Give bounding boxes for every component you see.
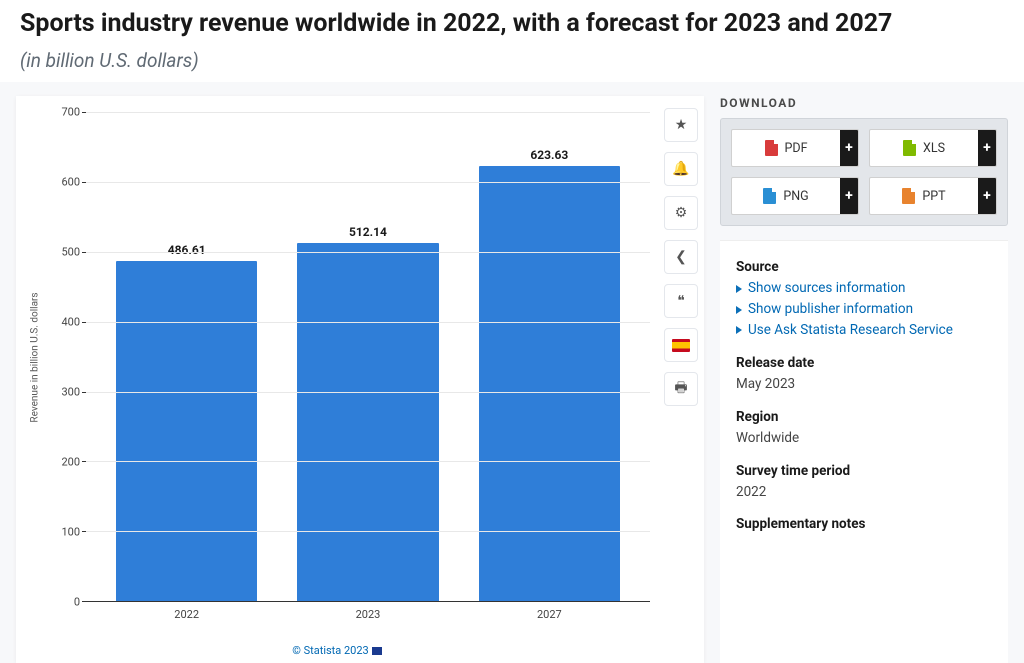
arrow-icon <box>736 306 742 314</box>
source-heading: Source <box>736 257 992 278</box>
header: Sports industry revenue worldwide in 202… <box>0 0 1024 82</box>
download-png-button[interactable]: PNG + <box>731 177 859 215</box>
survey-period-heading: Survey time period <box>736 461 992 482</box>
y-tick-label: 200 <box>61 456 80 469</box>
x-tick-label: 2023 <box>277 608 458 642</box>
plus-icon: + <box>840 178 858 214</box>
bar-value-label: 512.14 <box>349 225 387 239</box>
y-tick-label: 0 <box>74 596 80 609</box>
release-date-value: May 2023 <box>736 374 992 395</box>
source-link[interactable]: Show sources information <box>736 278 992 299</box>
download-ppt-button[interactable]: PPT + <box>869 177 997 215</box>
meta-panel: Source Show sources informationShow publ… <box>720 240 1008 663</box>
x-tick-label: 2022 <box>96 608 277 642</box>
sidebar: DOWNLOAD PDF + XLS + PNG + PPT + Source Show so… <box>720 96 1008 663</box>
file-png-icon <box>763 188 776 204</box>
es-flag-icon <box>672 339 690 352</box>
file-pdf-icon <box>765 140 778 156</box>
y-axis-label: Revenue in billion U.S. dollars <box>30 292 41 422</box>
bell-icon: 🔔 <box>672 161 689 177</box>
y-tick-label: 700 <box>61 106 80 119</box>
y-tick-label: 600 <box>61 176 80 189</box>
quote-button[interactable]: ❝ <box>664 284 698 318</box>
download-xls-button[interactable]: XLS + <box>869 129 997 167</box>
download-heading: DOWNLOAD <box>720 96 1008 110</box>
arrow-icon <box>736 326 742 334</box>
quote-icon: ❝ <box>677 293 685 309</box>
y-axis: 0100200300400500600700 <box>46 112 86 602</box>
source-link[interactable]: Show publisher information <box>736 299 992 320</box>
x-tick-label: 2027 <box>459 608 640 642</box>
survey-period-value: 2022 <box>736 482 992 503</box>
bar-2027[interactable]: 623.63 <box>459 112 640 601</box>
bar-2022[interactable]: 486.61 <box>96 112 277 601</box>
download-label: XLS <box>923 141 945 156</box>
y-tick-label: 300 <box>61 386 80 399</box>
y-tick-label: 400 <box>61 316 80 329</box>
star-icon: ★ <box>675 117 688 133</box>
download-label: PPT <box>922 189 945 204</box>
share-icon: ❮ <box>675 249 687 265</box>
chart-panel: Revenue in billion U.S. dollars 0 100 200 3… <box>16 96 704 663</box>
plus-icon: + <box>978 130 996 166</box>
share-button[interactable]: ❮ <box>664 240 698 274</box>
star-button[interactable]: ★ <box>664 108 698 142</box>
region-value: Worldwide <box>736 428 992 449</box>
file-ppt-icon <box>902 188 915 204</box>
bell-button[interactable]: 🔔 <box>664 152 698 186</box>
download-section: DOWNLOAD PDF + XLS + PNG + PPT + <box>720 96 1008 226</box>
region-heading: Region <box>736 407 992 428</box>
file-xls-icon <box>903 140 916 156</box>
bar-2023[interactable]: 512.14 <box>277 112 458 601</box>
arrow-icon <box>736 285 742 293</box>
language-es-button[interactable] <box>664 328 698 362</box>
print-icon: 🖶 <box>674 377 687 401</box>
page-title: Sports industry revenue worldwide in 202… <box>20 8 1004 39</box>
chart-copyright: © Statista 2023 <box>24 642 650 663</box>
download-label: PDF <box>785 141 808 156</box>
print-button[interactable]: 🖶 <box>664 372 698 406</box>
settings-button[interactable]: ⚙ <box>664 196 698 230</box>
supplementary-heading: Supplementary notes <box>736 514 992 535</box>
download-label: PNG <box>783 189 808 204</box>
page-subtitle: (in billion U.S. dollars) <box>20 49 1004 72</box>
y-tick-label: 100 <box>61 526 80 539</box>
chart-plot: 486.61 512.14 623.63 <box>86 112 650 602</box>
flag-icon <box>372 647 382 655</box>
y-tick-label: 500 <box>61 246 80 259</box>
bar-value-label: 486.61 <box>168 243 206 257</box>
download-pdf-button[interactable]: PDF + <box>731 129 859 167</box>
settings-icon: ⚙ <box>675 205 688 221</box>
x-axis: 202220232027 <box>86 602 650 642</box>
plus-icon: + <box>978 178 996 214</box>
chart-toolbar: ★ 🔔 ⚙ ❮ ❝ 🖶 <box>658 96 704 663</box>
release-date-heading: Release date <box>736 353 992 374</box>
plus-icon: + <box>840 130 858 166</box>
bar-value-label: 623.63 <box>530 148 568 162</box>
source-link[interactable]: Use Ask Statista Research Service <box>736 320 992 341</box>
